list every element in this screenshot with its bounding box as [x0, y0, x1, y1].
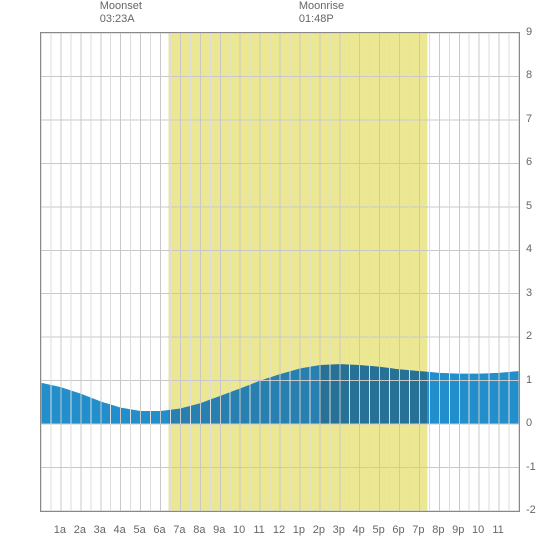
x-tick: 8p	[432, 524, 444, 536]
x-tick: 2p	[313, 524, 325, 536]
y-tick: 1	[526, 374, 532, 386]
y-tick: 2	[526, 330, 532, 342]
y-tick: 7	[526, 113, 532, 125]
moonrise-label: Moonrise 01:48P	[299, 0, 344, 26]
x-tick: 9p	[452, 524, 464, 536]
y-tick: 4	[526, 243, 532, 255]
tide-chart: Moonset 03:23A Moonrise 01:48P -2-101234…	[0, 0, 550, 550]
x-tick: 3a	[94, 524, 106, 536]
x-tick: 3p	[333, 524, 345, 536]
moonrise-time: 01:48P	[299, 13, 344, 26]
y-tick: -2	[526, 504, 536, 516]
y-tick: 9	[526, 26, 532, 38]
moonset-title: Moonset	[100, 0, 142, 13]
x-tick: 11	[253, 524, 264, 536]
x-tick: 5a	[133, 524, 145, 536]
y-axis: -2-10123456789	[522, 32, 546, 512]
x-tick: 6a	[153, 524, 165, 536]
x-tick: 8a	[193, 524, 205, 536]
x-tick: 5p	[372, 524, 384, 536]
y-tick: 6	[526, 156, 532, 168]
grid-layer	[41, 33, 519, 511]
x-tick: 10	[233, 524, 245, 536]
x-tick: 1a	[54, 524, 66, 536]
y-tick: -1	[526, 461, 536, 473]
x-tick: 6p	[392, 524, 404, 536]
moonset-time: 03:23A	[100, 13, 142, 26]
y-tick: 8	[526, 69, 532, 81]
x-axis: 1a 2a 3a 4a 5a 6a 7a 8a 9a 10 11 12 1p 2p 3p 4p 5p 6p 7p 8p…	[40, 514, 520, 544]
x-tick: 2a	[74, 524, 86, 536]
x-tick: 9a	[213, 524, 225, 536]
x-tick: 10	[472, 524, 484, 536]
y-tick: 5	[526, 200, 532, 212]
y-tick: 0	[526, 417, 532, 429]
plot-area	[40, 32, 520, 512]
x-tick: 4p	[353, 524, 365, 536]
x-tick: 4a	[114, 524, 126, 536]
y-tick: 3	[526, 287, 532, 299]
x-tick: 12	[273, 524, 285, 536]
moonset-label: Moonset 03:23A	[100, 0, 142, 26]
x-tick: 11	[492, 524, 503, 536]
top-annotations: Moonset 03:23A Moonrise 01:48P	[0, 0, 540, 32]
x-tick: 7p	[412, 524, 424, 536]
moonrise-title: Moonrise	[299, 0, 344, 13]
x-tick: 7a	[173, 524, 185, 536]
x-tick: 1p	[293, 524, 305, 536]
